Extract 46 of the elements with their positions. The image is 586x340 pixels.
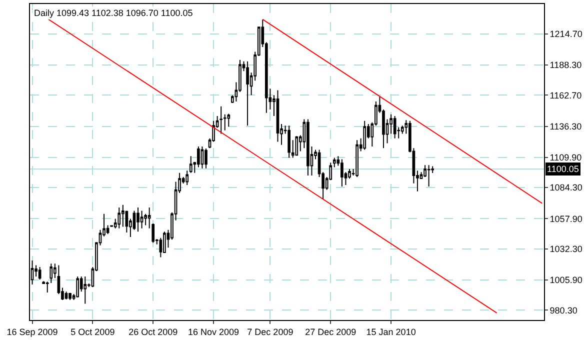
candlestick: [306, 118, 310, 176]
y-tick-label: 1162.70: [550, 90, 582, 100]
candlestick: [200, 146, 204, 169]
candlestick: [76, 276, 80, 298]
y-tick-label: 1084.30: [550, 182, 582, 193]
y-tick-label: 1005.90: [550, 275, 582, 286]
candlestick: [204, 148, 208, 169]
candlestick: [38, 266, 42, 280]
y-tick-label: 980.30: [550, 305, 578, 316]
candlestick: [68, 292, 72, 300]
candlestick: [186, 170, 189, 186]
y-tick-label: 1032.30: [550, 244, 582, 254]
x-tick-label: 26 Oct 2009: [128, 326, 178, 337]
y-tick-label: 1136.30: [550, 121, 582, 132]
candlestick: [84, 276, 87, 304]
x-tick-label: 5 Oct 2009: [70, 326, 115, 337]
x-tick-label: 7 Dec 2009: [247, 326, 294, 337]
x-tick-label: 16 Sep 2009: [6, 326, 58, 337]
candlestick: [189, 156, 192, 174]
candlestick: [118, 207, 121, 229]
candlestick: [246, 60, 249, 126]
candlestick: [291, 140, 294, 158]
candlestick: [276, 90, 280, 142]
candlestick: [163, 231, 166, 254]
candlestick: [64, 291, 68, 300]
candlestick: [332, 157, 336, 168]
candlestick: [220, 106, 223, 134]
candlestick: [227, 113, 230, 128]
x-tick-label: 27 Dec 2009: [305, 326, 356, 337]
candlestick: [393, 116, 396, 139]
candlestick: [295, 136, 298, 156]
x-tick-label: 16 Nov 2009: [188, 326, 240, 337]
candlestick: [340, 158, 344, 188]
y-tick-label: 1057.90: [550, 214, 582, 224]
candlestick: [288, 125, 290, 158]
x-tick-label: 15 Jan 2010: [366, 326, 416, 337]
candlestick: [356, 140, 358, 178]
y-tick-label: 1109.90: [550, 152, 582, 163]
candlestick: [363, 120, 366, 150]
ref-line-label: 1100.05: [547, 164, 579, 174]
candlestick: [140, 210, 144, 229]
y-tick-label: 1214.70: [550, 28, 582, 39]
candlestick: [136, 207, 140, 232]
y-tick-label: 1188.30: [550, 60, 582, 70]
candlestick: [427, 164, 430, 188]
text: Daily 1099.43 1102.38 1096.70 1100.05: [34, 8, 193, 18]
